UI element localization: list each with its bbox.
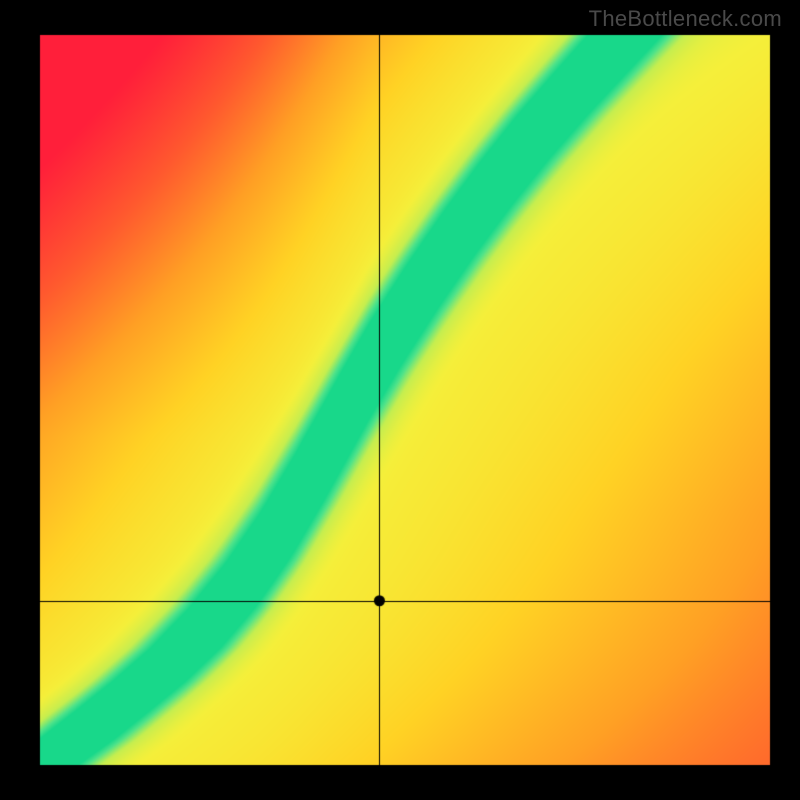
watermark-text: TheBottleneck.com	[589, 6, 782, 32]
bottleneck-heatmap	[0, 0, 800, 800]
